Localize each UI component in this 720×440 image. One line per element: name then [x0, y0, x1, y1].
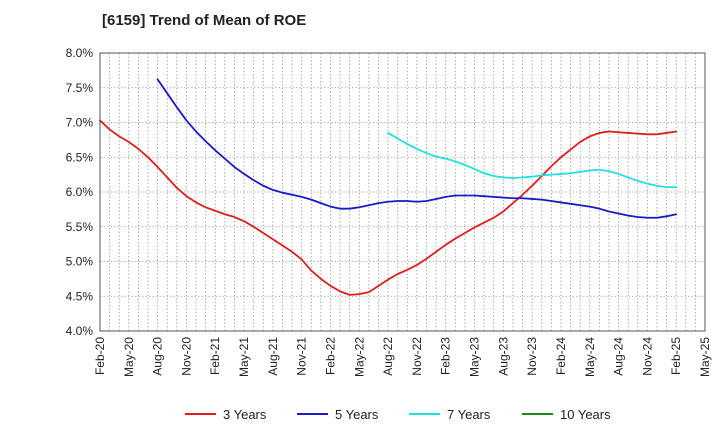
x-tick-label: Nov-22 — [410, 337, 424, 376]
x-tick-label: Aug-20 — [151, 337, 165, 376]
x-tick-label: Feb-25 — [669, 337, 683, 375]
x-tick-label: Nov-21 — [295, 337, 309, 376]
x-tick-label: Aug-24 — [612, 337, 626, 376]
x-tick-label: May-21 — [237, 337, 251, 377]
series-line-3-years — [99, 119, 678, 296]
legend-label: 3 Years — [223, 407, 267, 422]
x-tick-label: Feb-23 — [439, 337, 453, 375]
x-tick-label: May-23 — [468, 337, 482, 377]
x-tick-label: Aug-22 — [381, 337, 395, 376]
legend-label: 10 Years — [560, 407, 611, 422]
x-tick-label: May-22 — [352, 337, 366, 377]
y-tick-label: 5.0% — [66, 255, 94, 269]
legend: 3 Years 5 Years 7 Years 10 Years — [185, 407, 611, 422]
y-tick-label: 8.0% — [66, 46, 94, 60]
x-tick-label: Feb-24 — [554, 337, 568, 375]
x-tick-label: Aug-23 — [496, 337, 510, 376]
x-tick-label: May-20 — [122, 337, 136, 377]
grid-lines — [100, 52, 705, 332]
x-tick-label: Aug-21 — [266, 337, 280, 376]
y-tick-label: 6.5% — [66, 150, 94, 164]
x-tick-label: Feb-20 — [93, 337, 107, 375]
x-tick-label: May-25 — [698, 337, 712, 377]
y-axis-ticks: 4.0% 4.5% 5.0% 5.5% 6.0% 6.5% 7.0% 7.5% 8.0% — [66, 46, 94, 338]
y-tick-label: 4.0% — [66, 324, 94, 338]
series-lines — [99, 78, 678, 296]
y-tick-label: 5.5% — [66, 220, 94, 234]
x-axis-ticks: Feb-20 May-20 Aug-20 Nov-20 Feb-21 May-21 Aug-… — [93, 337, 712, 377]
y-tick-label: 7.5% — [66, 81, 94, 95]
series-line-5-years — [156, 78, 678, 219]
series-line-7-years — [387, 132, 678, 189]
x-tick-label: Nov-23 — [525, 337, 539, 376]
y-tick-label: 7.0% — [66, 116, 94, 130]
x-tick-label: Nov-20 — [179, 337, 193, 376]
plot-frame — [99, 52, 706, 332]
y-tick-label: 4.5% — [66, 289, 94, 303]
legend-label: 7 Years — [447, 407, 491, 422]
x-tick-label: May-24 — [583, 337, 597, 377]
x-tick-label: Nov-24 — [640, 337, 654, 376]
x-tick-label: Feb-21 — [208, 337, 222, 375]
y-tick-label: 6.0% — [66, 185, 94, 199]
legend-label: 5 Years — [335, 407, 379, 422]
chart-title: [6159] Trend of Mean of ROE — [102, 12, 307, 29]
x-tick-label: Feb-22 — [323, 337, 337, 375]
